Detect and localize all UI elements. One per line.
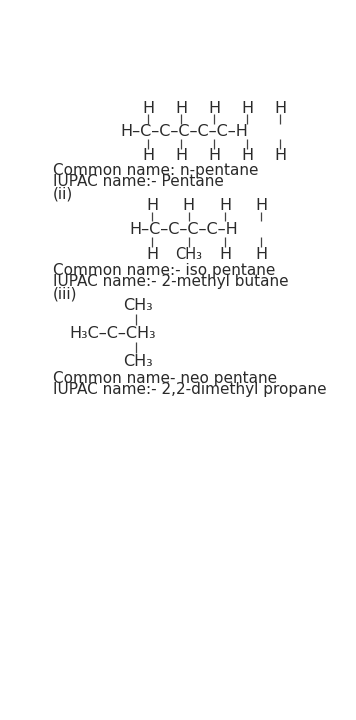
- Text: H–C–C–C–C–C–H: H–C–C–C–C–C–H: [120, 125, 248, 140]
- Text: H: H: [241, 101, 253, 116]
- Text: H: H: [219, 248, 231, 262]
- Text: H: H: [183, 197, 195, 212]
- Text: IUPAC name:- 2,2-dimethyl propane: IUPAC name:- 2,2-dimethyl propane: [53, 382, 326, 397]
- Text: (iii): (iii): [53, 287, 77, 301]
- Text: IUPAC name:- Pentane: IUPAC name:- Pentane: [53, 174, 224, 189]
- Text: Common name: n-pentane: Common name: n-pentane: [53, 163, 258, 178]
- Text: H: H: [255, 248, 267, 262]
- Text: H: H: [142, 101, 154, 116]
- Text: H: H: [274, 148, 287, 163]
- Text: H: H: [274, 101, 287, 116]
- Text: H–C–C–C–C–H: H–C–C–C–C–H: [130, 222, 238, 237]
- Text: IUPAC name:- 2-methyl butane: IUPAC name:- 2-methyl butane: [53, 274, 288, 289]
- Text: CH₃: CH₃: [123, 354, 153, 369]
- Text: CH₃: CH₃: [123, 299, 153, 313]
- Text: CH₃: CH₃: [175, 248, 202, 262]
- Text: H: H: [241, 148, 253, 163]
- Text: (ii): (ii): [53, 186, 73, 202]
- Text: H: H: [219, 197, 231, 212]
- Text: H: H: [175, 101, 187, 116]
- Text: Common name- neo pentane: Common name- neo pentane: [53, 371, 277, 385]
- Text: H: H: [208, 148, 220, 163]
- Text: H: H: [146, 248, 158, 262]
- Text: H: H: [142, 148, 154, 163]
- Text: H₃C–C–CH₃: H₃C–C–CH₃: [69, 326, 156, 341]
- Text: H: H: [146, 197, 158, 212]
- Text: Common name:- iso pentane: Common name:- iso pentane: [53, 263, 275, 278]
- Text: H: H: [208, 101, 220, 116]
- Text: H: H: [255, 197, 267, 212]
- Text: H: H: [175, 148, 187, 163]
